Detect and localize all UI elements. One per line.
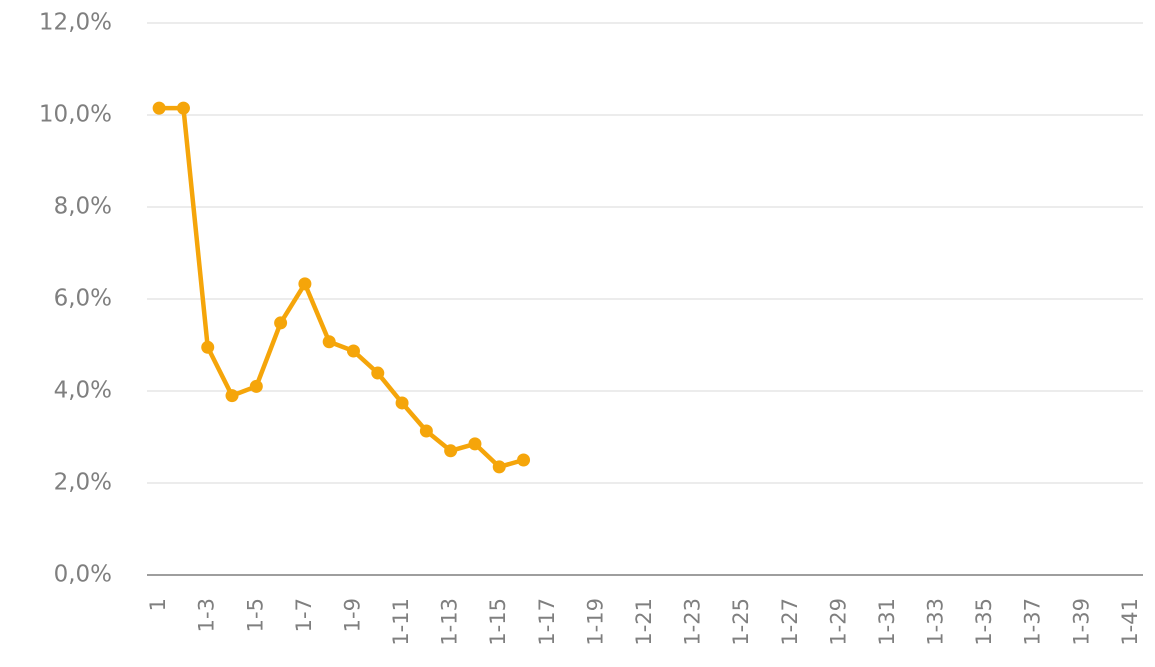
x-tick-label: 1-13	[438, 598, 462, 646]
x-tick-label: 1-11	[389, 598, 413, 646]
x-tick-label: 1-35	[972, 598, 996, 646]
x-tick-label: 1-17	[535, 598, 559, 646]
point-marker	[492, 460, 506, 474]
y-tick-label: 12,0%	[39, 10, 112, 36]
x-tick-label: 1-27	[778, 598, 802, 646]
point-marker	[152, 101, 166, 115]
point-marker	[322, 335, 336, 349]
x-tick-label: 1-15	[486, 598, 510, 646]
point-marker	[274, 316, 288, 330]
point-marker	[371, 366, 385, 380]
point-marker	[176, 101, 190, 115]
y-tick-label: 2,0%	[54, 470, 112, 496]
point-marker	[225, 389, 239, 403]
y-tick-label: 6,0%	[54, 286, 112, 312]
point-marker	[395, 396, 409, 410]
x-tick-label: 1-3	[195, 598, 219, 632]
y-tick-label: 10,0%	[39, 102, 112, 128]
x-tick-label: 1-31	[875, 598, 899, 646]
point-marker	[249, 379, 263, 393]
x-tick-label: 1	[146, 598, 170, 611]
x-tick-label: 1-5	[243, 598, 267, 632]
x-tick-label: 1-39	[1069, 598, 1093, 646]
point-marker	[517, 453, 531, 467]
x-tick-label: 1-29	[826, 598, 850, 646]
point-marker	[419, 424, 433, 438]
point-marker	[298, 277, 312, 291]
point-marker	[468, 437, 482, 451]
x-tick-label: 1-25	[729, 598, 753, 646]
x-tick-label: 1-7	[292, 598, 316, 632]
y-tick-label: 4,0%	[54, 378, 112, 404]
x-tick-label: 1-41	[1118, 598, 1142, 646]
x-tick-label: 1-19	[583, 598, 607, 646]
x-tick-label: 1-33	[924, 598, 948, 646]
x-tick-label: 1-37	[1021, 598, 1045, 646]
series-line	[159, 105, 525, 470]
x-tick-label: 1-21	[632, 598, 656, 646]
x-tick-label: 1-23	[681, 598, 705, 646]
point-marker	[201, 340, 215, 354]
y-tick-label: 8,0%	[54, 194, 112, 220]
point-marker	[444, 444, 458, 458]
y-tick-label: 0,0%	[54, 562, 112, 588]
x-tick-label: 1-9	[340, 598, 364, 632]
point-marker	[346, 344, 360, 358]
